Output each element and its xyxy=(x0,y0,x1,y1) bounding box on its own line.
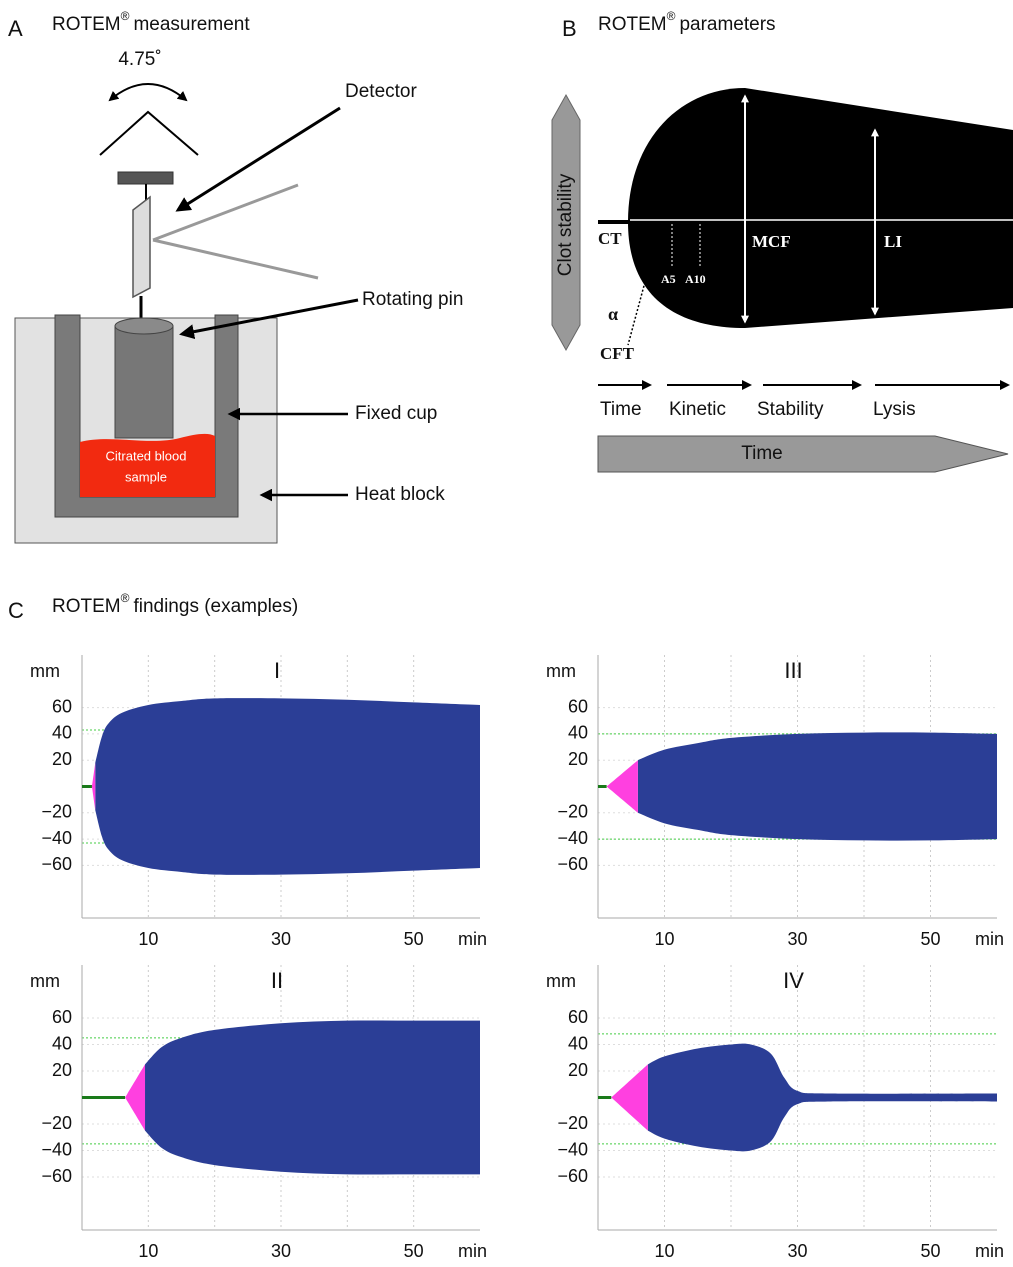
sample-label: Citrated blood xyxy=(106,448,187,463)
x-tick-label: 30 xyxy=(787,929,807,949)
pin xyxy=(115,326,173,438)
formation-area xyxy=(607,760,638,813)
y-tick-label: −60 xyxy=(41,854,72,874)
label: LI xyxy=(884,232,902,251)
x-axis-label: min xyxy=(458,1241,487,1261)
rotation-arrow xyxy=(110,84,186,100)
label: CFT xyxy=(600,344,635,363)
phase-label: Stability xyxy=(757,399,824,420)
formation-area xyxy=(611,1064,648,1130)
sample-label: sample xyxy=(125,469,167,484)
time-bar-label: Time xyxy=(741,443,783,464)
chart-title: III xyxy=(784,658,802,683)
y-tick-label: −20 xyxy=(41,1113,72,1133)
y-tick-label: −40 xyxy=(557,828,588,848)
mirror xyxy=(133,197,150,297)
y-tick-label: −20 xyxy=(41,802,72,822)
x-tick-label: 10 xyxy=(138,1241,158,1261)
y-tick-label: 20 xyxy=(52,1060,72,1080)
chart-title: I xyxy=(274,658,280,683)
x-tick-label: 30 xyxy=(271,1241,291,1261)
pointer-arrow xyxy=(178,108,340,210)
y-tick-label: 60 xyxy=(568,696,588,716)
x-tick-label: 50 xyxy=(404,929,424,949)
panel-letter: C xyxy=(8,598,24,623)
chart-title: II xyxy=(271,968,283,993)
clot-area xyxy=(648,1044,997,1152)
clot-area xyxy=(145,1020,480,1174)
y-axis-label: mm xyxy=(30,661,60,681)
phase-label: Lysis xyxy=(873,399,916,420)
x-tick-label: 50 xyxy=(920,1241,940,1261)
formation-area xyxy=(92,763,95,810)
x-tick-label: 10 xyxy=(654,1241,674,1261)
chart-title: IV xyxy=(783,968,804,993)
y-tick-label: −60 xyxy=(557,1166,588,1186)
label: Detector xyxy=(345,81,417,102)
x-tick-label: 50 xyxy=(404,1241,424,1261)
light-beam xyxy=(153,185,298,240)
side-label: Clot stability xyxy=(555,173,576,276)
label: A5 xyxy=(661,272,676,286)
angle-chevron xyxy=(100,112,198,155)
y-tick-label: 60 xyxy=(52,1007,72,1027)
panel-title: ROTEM®measurement xyxy=(52,9,250,35)
y-tick-label: 20 xyxy=(52,749,72,769)
label: Rotating pin xyxy=(362,289,463,310)
x-tick-label: 50 xyxy=(920,929,940,949)
x-axis-label: min xyxy=(975,1241,1004,1261)
y-tick-label: −20 xyxy=(557,1113,588,1133)
formation-area xyxy=(125,1064,145,1130)
y-tick-label: 40 xyxy=(52,723,72,743)
y-tick-label: 40 xyxy=(568,723,588,743)
time-bar xyxy=(598,436,1008,472)
y-axis-label: mm xyxy=(546,971,576,991)
y-axis-label: mm xyxy=(30,971,60,991)
y-tick-label: −60 xyxy=(557,854,588,874)
clot-area xyxy=(638,732,997,840)
y-tick-label: −40 xyxy=(41,1139,72,1159)
clot-area xyxy=(95,698,480,875)
label: CT xyxy=(598,229,622,248)
alpha-line xyxy=(628,282,645,345)
y-tick-label: 60 xyxy=(568,1007,588,1027)
panel-letter: B xyxy=(562,16,577,41)
y-tick-label: 20 xyxy=(568,1060,588,1080)
panel-letter: A xyxy=(8,16,23,41)
y-tick-label: 20 xyxy=(568,749,588,769)
label: Heat block xyxy=(355,484,445,505)
x-tick-label: 10 xyxy=(138,929,158,949)
y-axis-label: mm xyxy=(546,661,576,681)
phase-label: Time xyxy=(600,399,642,420)
clot-curve xyxy=(628,88,1013,328)
y-tick-label: 60 xyxy=(52,696,72,716)
panel-title: ROTEM®findings (examples) xyxy=(52,591,298,617)
angle-label: 4.75˚ xyxy=(118,49,161,70)
light-beam xyxy=(153,240,318,278)
x-axis-label: min xyxy=(458,929,487,949)
y-tick-label: 40 xyxy=(568,1033,588,1053)
y-tick-label: −40 xyxy=(41,828,72,848)
y-tick-label: −20 xyxy=(557,802,588,822)
x-tick-label: 30 xyxy=(271,929,291,949)
y-tick-label: 40 xyxy=(52,1033,72,1053)
phase-label: Kinetic xyxy=(669,399,726,420)
label: α xyxy=(608,304,618,324)
blood-sample xyxy=(80,434,215,497)
y-tick-label: −40 xyxy=(557,1139,588,1159)
detector-bar xyxy=(118,172,173,184)
label: A10 xyxy=(685,272,706,286)
x-tick-label: 10 xyxy=(654,929,674,949)
y-tick-label: −60 xyxy=(41,1166,72,1186)
label: MCF xyxy=(752,232,791,251)
figure: A ROTEM®measurement 4.75˚ Citrated blood… xyxy=(0,0,1013,1267)
x-tick-label: 30 xyxy=(787,1241,807,1261)
panel-title: ROTEM®parameters xyxy=(598,9,776,35)
pin-top xyxy=(115,318,173,334)
x-axis-label: min xyxy=(975,929,1004,949)
label: Fixed cup xyxy=(355,403,437,424)
